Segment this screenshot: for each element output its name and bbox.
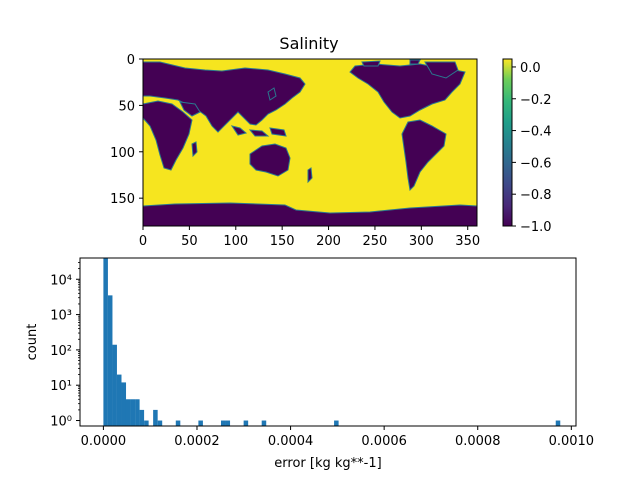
hist-bar bbox=[121, 382, 127, 426]
map-title: Salinity bbox=[279, 34, 338, 53]
hist-bar bbox=[107, 295, 113, 426]
hist-bar bbox=[103, 258, 108, 426]
hist-plot-area bbox=[80, 258, 576, 426]
map-x-tick-label: 200 bbox=[316, 234, 341, 249]
hist-bar bbox=[116, 374, 122, 426]
hist-bar bbox=[175, 420, 181, 426]
hist-x-tick-label: 0.0002 bbox=[174, 434, 220, 449]
hist-bar bbox=[261, 420, 267, 426]
hist-x-tick-label: 0.0004 bbox=[268, 434, 314, 449]
map-y-tick-label: 150 bbox=[110, 192, 135, 207]
hist-y-tick-label: 10² bbox=[50, 344, 72, 359]
hist-y-tick-label: 10¹ bbox=[50, 379, 72, 394]
hist-bar bbox=[225, 420, 231, 426]
map-y-tick-label: 50 bbox=[118, 99, 135, 114]
colorbar-tick-label: −0.6 bbox=[520, 156, 552, 171]
hist-x-tick-label: 0.0006 bbox=[361, 434, 407, 449]
colorbar-tick-label: −1.0 bbox=[520, 220, 552, 235]
colorbar bbox=[502, 58, 513, 227]
map-x-tick-label: 250 bbox=[363, 234, 388, 249]
map-x-tick-label: 350 bbox=[455, 234, 480, 249]
hist-bar bbox=[555, 420, 561, 426]
land-arctic-islands bbox=[361, 59, 421, 67]
hist-bar bbox=[139, 409, 145, 426]
hist-x-tick-label: 0.0000 bbox=[81, 434, 127, 449]
hist-y-tick-label: 10⁴ bbox=[50, 273, 72, 288]
hist-x-axis: 0.0000 0.0002 0.0004 0.0006 0.0008 0.0010 bbox=[81, 426, 594, 449]
map-y-tick-label: 100 bbox=[110, 146, 135, 161]
land-south-america bbox=[401, 119, 447, 192]
hist-frame bbox=[79, 257, 577, 427]
hist-y-tick-label: 10³ bbox=[50, 309, 72, 324]
hist-ylabel: count bbox=[25, 324, 40, 361]
hist-xlabel: error [kg kg**-1] bbox=[274, 456, 381, 471]
land-japan bbox=[267, 87, 277, 101]
hist-bar bbox=[153, 409, 158, 426]
map-x-axis: 0 50 100 150 200 250 300 350 bbox=[139, 226, 480, 249]
colorbar-tick-label: −0.8 bbox=[520, 188, 552, 203]
colorbar-tick-label: 0.0 bbox=[520, 61, 541, 76]
hist-bar bbox=[220, 420, 226, 426]
salinity-map bbox=[142, 58, 478, 227]
map-x-tick-label: 50 bbox=[181, 234, 198, 249]
hist-bar bbox=[198, 420, 203, 426]
hist-bar bbox=[144, 420, 149, 426]
land-indonesia bbox=[230, 125, 287, 137]
map-y-tick-label: 0 bbox=[127, 53, 135, 68]
hist-bar bbox=[112, 344, 117, 426]
map-y-axis: 0 50 100 150 bbox=[110, 53, 143, 207]
hist-bar bbox=[125, 399, 131, 426]
map-frame bbox=[142, 58, 478, 227]
map-x-tick-label: 150 bbox=[270, 234, 295, 249]
land-australia bbox=[249, 143, 291, 177]
land-new-zealand bbox=[307, 167, 313, 184]
hist-bar bbox=[334, 420, 339, 426]
hist-bars bbox=[103, 258, 561, 426]
map-x-tick-label: 0 bbox=[139, 234, 147, 249]
colorbar-axis: 0.0 −0.2 −0.4 −0.6 −0.8 −1.0 bbox=[512, 61, 552, 235]
land-greenland bbox=[424, 61, 459, 79]
land-madagascar bbox=[191, 141, 198, 158]
colorbar-tick-label: −0.4 bbox=[520, 125, 552, 140]
map-x-tick-label: 300 bbox=[409, 234, 434, 249]
hist-x-tick-label: 0.0010 bbox=[549, 434, 595, 449]
land-africa bbox=[142, 100, 193, 171]
hist-bar bbox=[130, 399, 136, 426]
hist-y-axis: 10⁰ 10¹ 10² 10³ 10⁴ bbox=[50, 262, 80, 430]
land-arabia bbox=[179, 101, 201, 117]
map-x-tick-label: 100 bbox=[223, 234, 248, 249]
hist-bar bbox=[157, 420, 163, 426]
hist-bar bbox=[135, 399, 140, 426]
colorbar-tick-label: −0.2 bbox=[520, 93, 552, 108]
hist-x-tick-label: 0.0008 bbox=[455, 434, 501, 449]
hist-bar bbox=[243, 420, 249, 426]
hist-y-tick-label: 10⁰ bbox=[50, 415, 72, 430]
